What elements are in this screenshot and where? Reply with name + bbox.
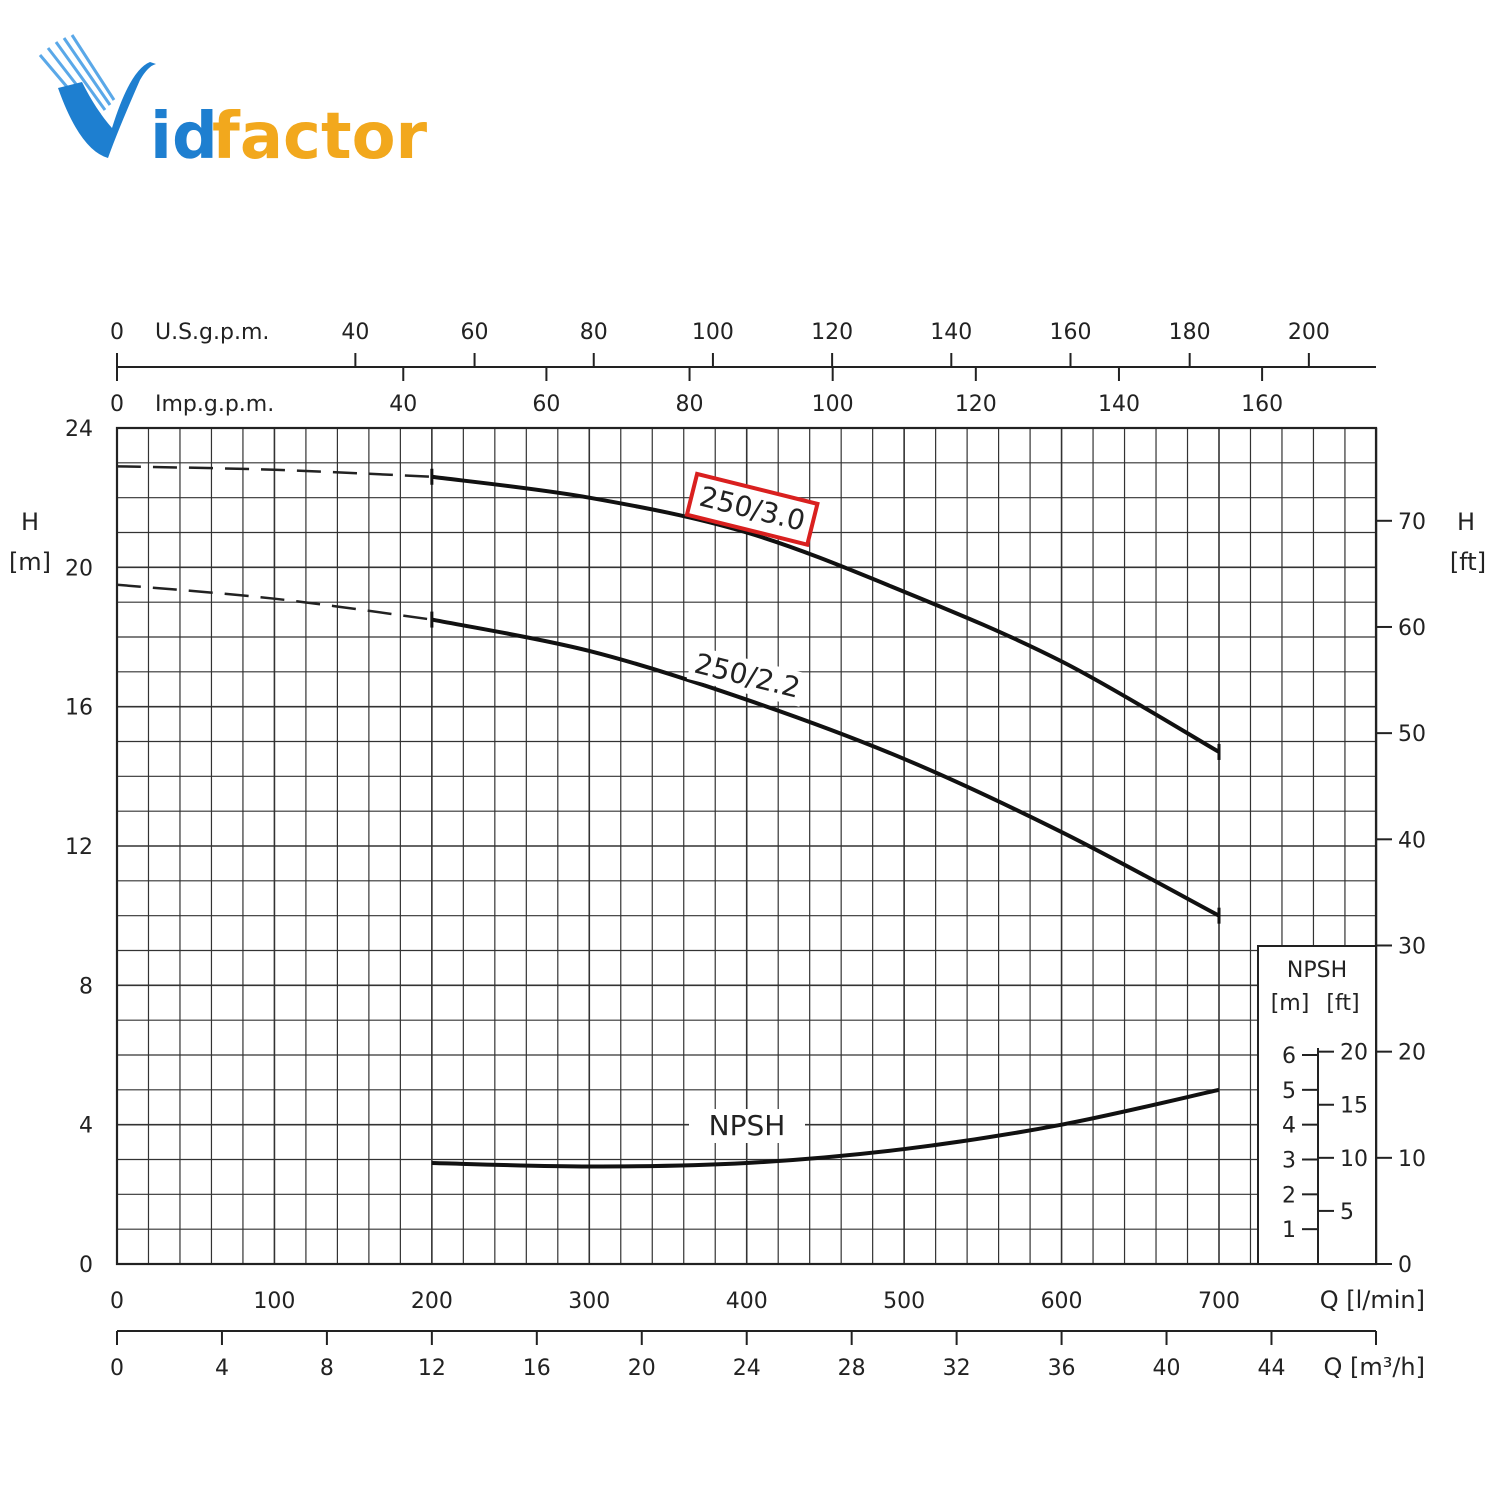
us-gpm-tick-label: 140 [930, 320, 972, 345]
y-left-tick-label: 20 [65, 556, 93, 581]
y-right-unit: [ft] [1450, 548, 1486, 576]
us-gpm-tick-label: 200 [1288, 320, 1330, 345]
x-tick-label: 600 [1041, 1289, 1083, 1314]
x2-tick-label: 44 [1257, 1356, 1285, 1381]
x2-tick-label: 4 [215, 1356, 229, 1381]
npsh-m-tick-label: 2 [1282, 1183, 1296, 1208]
y-left-tick-label: 16 [65, 696, 93, 721]
y-left-label: H [21, 508, 39, 536]
npsh-ft-tick-label: 5 [1340, 1200, 1354, 1225]
series-npsh-label-group: NPSH [689, 1109, 805, 1143]
y-left-unit: [m] [9, 548, 51, 576]
imp-gpm-tick-label: 80 [676, 392, 704, 417]
us-gpm-tick-label: 60 [461, 320, 489, 345]
imp-gpm-tick-label: 100 [812, 392, 854, 417]
y-left-tick-label: 24 [65, 417, 93, 442]
us-gpm-tick-label: 40 [341, 320, 369, 345]
x-tick-label: 100 [253, 1289, 295, 1314]
npsh-m-tick-label: 1 [1282, 1218, 1296, 1243]
y-right-tick-label: 20 [1398, 1041, 1426, 1066]
y-right-tick-label: 70 [1398, 510, 1426, 535]
imp-gpm-label: Imp.g.p.m. [155, 392, 274, 417]
us-gpm-tick-label: 100 [692, 320, 734, 345]
x-tick-label: 500 [883, 1289, 925, 1314]
series-250-3-0-dashed-line [116, 465, 432, 479]
logo-text-factor: factor [212, 100, 428, 174]
plot-frame [115, 426, 1378, 1266]
y-right-tick-label: 50 [1398, 722, 1426, 747]
series-npsh-label-bg [689, 1109, 805, 1143]
series-250-2-2-line [431, 617, 1220, 918]
x2-tick-label: 36 [1048, 1356, 1076, 1381]
us-gpm-tick-label: 160 [1049, 320, 1091, 345]
imp-gpm-tick-label: 40 [389, 392, 417, 417]
x2-tick-label: 40 [1153, 1356, 1181, 1381]
series-npsh-line [431, 1087, 1220, 1169]
us-gpm-tick-label: 120 [811, 320, 853, 345]
us-gpm-tick-label: 180 [1169, 320, 1211, 345]
x2-tick-label: 28 [838, 1356, 866, 1381]
us-gpm-tick-label: 80 [580, 320, 608, 345]
x2-tick-label: 0 [110, 1356, 124, 1381]
y-right-tick-label: 40 [1398, 828, 1426, 853]
y-left-tick-label: 8 [79, 974, 93, 999]
x-tick-label: 0 [110, 1289, 124, 1314]
npsh-unit-ft: [ft] [1326, 991, 1359, 1016]
npsh-ft-tick-label: 15 [1340, 1094, 1368, 1119]
series-250-3-0-line [431, 474, 1220, 754]
npsh-m-tick-label: 6 [1282, 1044, 1296, 1069]
npsh-m-tick-label: 4 [1282, 1114, 1296, 1139]
x-tick-label: 300 [568, 1289, 610, 1314]
y-left-tick-label: 4 [79, 1114, 93, 1139]
y-left-tick-label: 0 [79, 1253, 93, 1278]
x2-tick-label: 24 [733, 1356, 761, 1381]
x2-tick-label: 20 [628, 1356, 656, 1381]
y-right-tick-label: 60 [1398, 616, 1426, 641]
imp-gpm-tick-label: 120 [955, 392, 997, 417]
x2-tick-label: 12 [418, 1356, 446, 1381]
npsh-ft-tick-label: 10 [1340, 1147, 1368, 1172]
logo-text-id: id [150, 100, 218, 174]
npsh-ft-tick-label: 20 [1340, 1041, 1368, 1066]
x-tick-label: 200 [411, 1289, 453, 1314]
y-right-tick-label: 30 [1398, 934, 1426, 959]
imp-gpm-tick-label: 160 [1241, 392, 1283, 417]
imp-gpm-tick-label: 140 [1098, 392, 1140, 417]
logo-v-shape [58, 62, 156, 158]
imp-gpm-tick-label: 60 [532, 392, 560, 417]
us-gpm-tick-label: 0 [110, 320, 124, 345]
y-right-tick-label: 10 [1398, 1147, 1426, 1172]
x-tick-label: 400 [726, 1289, 768, 1314]
y-right-tick-label: 0 [1398, 1253, 1412, 1278]
npsh-unit-m: [m] [1271, 991, 1310, 1016]
imp-gpm-tick-label: 0 [110, 392, 124, 417]
series-npsh-label: NPSH [709, 1109, 786, 1142]
brand-logo: id factor [38, 34, 428, 174]
npsh-title: NPSH [1287, 958, 1347, 983]
us-gpm-label: U.S.g.p.m. [155, 320, 269, 345]
x-tick-label: 700 [1198, 1289, 1240, 1314]
x-axis-label: Q [l/min] [1320, 1286, 1425, 1314]
npsh-m-tick-label: 5 [1282, 1079, 1296, 1104]
x2-tick-label: 16 [523, 1356, 551, 1381]
y-right-label: H [1457, 508, 1475, 536]
series-250-2-2-label-bg [686, 645, 808, 707]
x2-tick-label: 32 [943, 1356, 971, 1381]
series-250-3-0-highlight-box [684, 471, 820, 548]
y-left-tick-label: 12 [65, 835, 93, 860]
npsh-m-tick-label: 3 [1282, 1149, 1296, 1174]
x2-tick-label: 8 [320, 1356, 334, 1381]
x2-axis-label: Q [m³/h] [1323, 1353, 1425, 1381]
npsh-scale: NPSH [m] [ft] 1 2 3 4 5 6 5 10 15 20 [1257, 945, 1377, 1265]
series-250-2-2-dashed-line [116, 583, 433, 621]
